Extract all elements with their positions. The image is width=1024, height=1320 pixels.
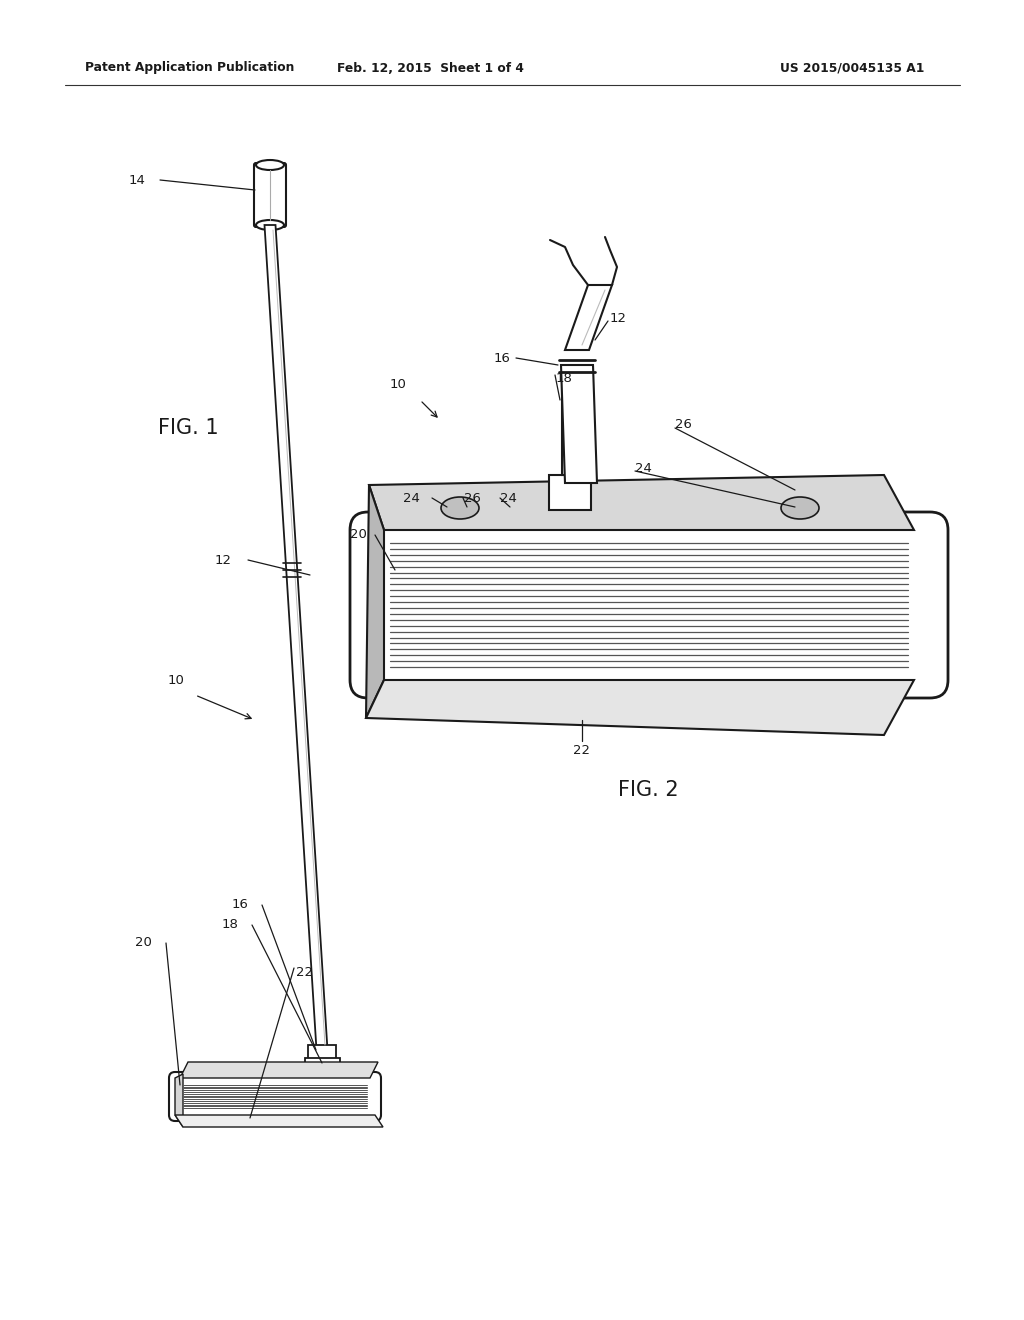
Text: 26: 26 — [675, 418, 692, 432]
Ellipse shape — [441, 498, 479, 519]
Polygon shape — [369, 475, 914, 531]
Text: 14: 14 — [128, 173, 145, 186]
Polygon shape — [366, 680, 914, 735]
FancyBboxPatch shape — [169, 1072, 381, 1121]
Text: 22: 22 — [296, 965, 313, 978]
Polygon shape — [175, 1074, 183, 1127]
Polygon shape — [561, 366, 597, 483]
Ellipse shape — [781, 498, 819, 519]
Bar — [305, 1059, 340, 1072]
Text: FIG. 2: FIG. 2 — [617, 780, 678, 800]
Text: 12: 12 — [215, 553, 232, 566]
Polygon shape — [562, 370, 592, 475]
Text: FIG. 1: FIG. 1 — [158, 418, 219, 438]
Text: 16: 16 — [231, 899, 248, 912]
Text: US 2015/0045135 A1: US 2015/0045135 A1 — [780, 62, 925, 74]
Text: 12: 12 — [610, 312, 627, 325]
Polygon shape — [175, 1115, 383, 1127]
Polygon shape — [366, 484, 384, 718]
Polygon shape — [264, 224, 328, 1049]
Text: 18: 18 — [556, 371, 572, 384]
Ellipse shape — [256, 220, 284, 230]
Text: 20: 20 — [135, 936, 152, 949]
FancyBboxPatch shape — [350, 512, 948, 698]
Text: Feb. 12, 2015  Sheet 1 of 4: Feb. 12, 2015 Sheet 1 of 4 — [337, 62, 523, 74]
Bar — [549, 475, 591, 510]
Ellipse shape — [256, 160, 284, 170]
Text: 22: 22 — [573, 743, 591, 756]
Text: 24: 24 — [500, 491, 517, 504]
Polygon shape — [565, 285, 612, 350]
Text: 10: 10 — [390, 379, 407, 392]
Polygon shape — [180, 1063, 378, 1078]
Text: 10: 10 — [168, 673, 185, 686]
Bar — [308, 1045, 336, 1060]
Text: 18: 18 — [221, 919, 238, 932]
Text: 16: 16 — [494, 351, 510, 364]
Text: 24: 24 — [635, 462, 652, 474]
Text: Patent Application Publication: Patent Application Publication — [85, 62, 294, 74]
Text: 24: 24 — [403, 491, 420, 504]
Text: 26: 26 — [464, 491, 481, 504]
FancyBboxPatch shape — [254, 162, 286, 227]
Text: 20: 20 — [350, 528, 367, 541]
